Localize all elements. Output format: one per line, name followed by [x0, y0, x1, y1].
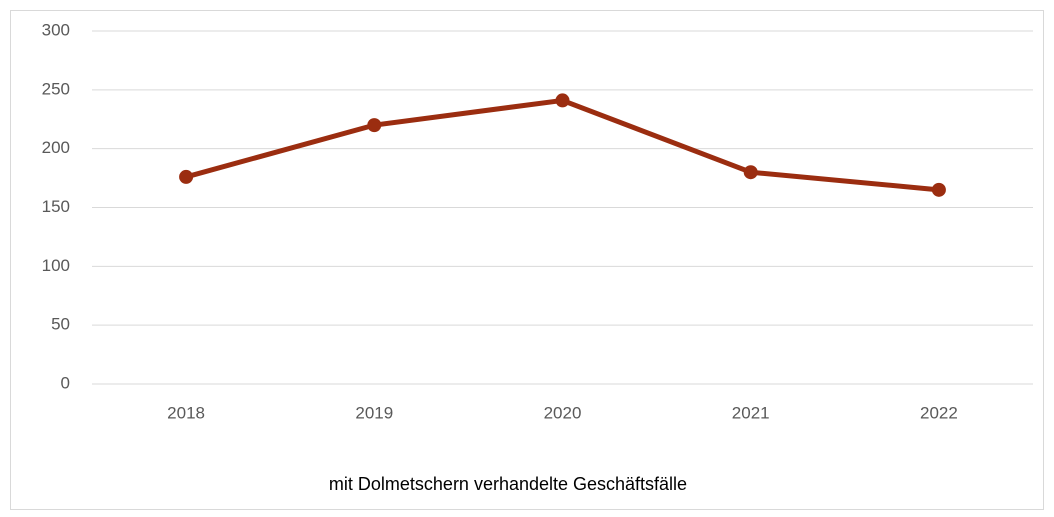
y-tick-label: 0	[61, 373, 70, 392]
y-tick-label: 150	[42, 197, 70, 216]
x-tick-label: 2020	[544, 403, 582, 422]
x-tick-label: 2018	[167, 403, 205, 422]
marker	[555, 93, 570, 108]
x-tick-label: 2022	[920, 403, 958, 422]
legend-label: mit Dolmetschern verhandelte Geschäftsfä…	[329, 474, 687, 494]
y-tick-label: 100	[42, 256, 70, 275]
y-tick-label: 300	[42, 20, 70, 39]
marker	[367, 118, 382, 133]
chart-border	[10, 10, 1044, 510]
marker	[743, 165, 758, 180]
y-tick-label: 250	[42, 79, 70, 98]
y-tick-label: 50	[51, 315, 70, 334]
y-tick-label: 200	[42, 138, 70, 157]
x-tick-label: 2019	[355, 403, 393, 422]
x-tick-label: 2021	[732, 403, 770, 422]
marker	[931, 182, 946, 197]
marker	[179, 169, 194, 184]
